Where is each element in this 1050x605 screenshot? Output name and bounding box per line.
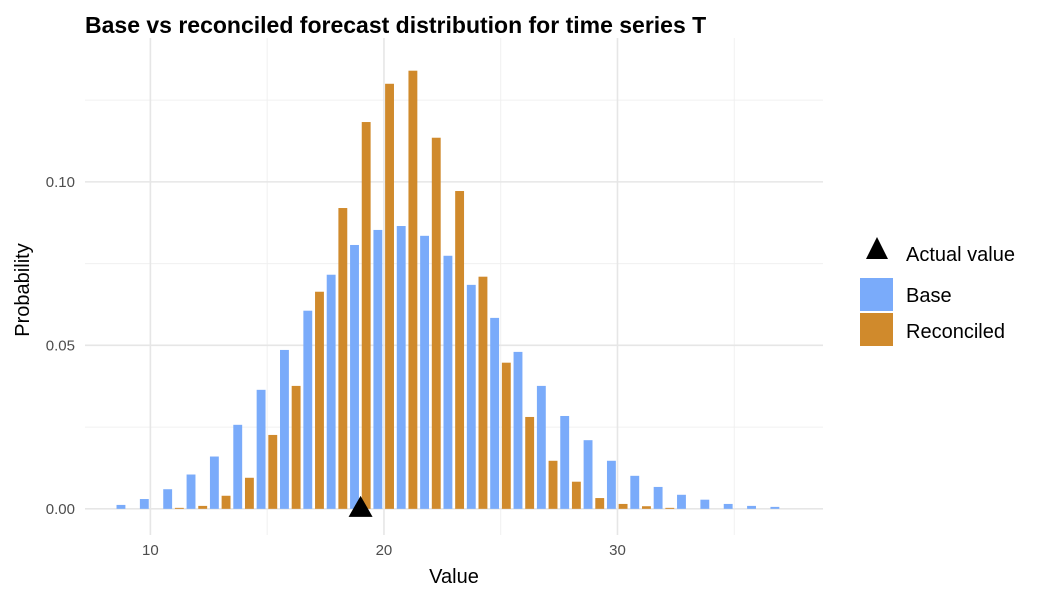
bar-base <box>233 424 243 509</box>
bar-base <box>536 385 546 509</box>
bar-reconciled <box>408 70 418 509</box>
bar-reconciled <box>525 416 535 509</box>
bar-reconciled <box>642 506 651 509</box>
bar-base <box>466 284 476 509</box>
x-tick-label: 20 <box>376 542 393 559</box>
bar-base <box>373 229 383 509</box>
bar-base <box>443 255 453 509</box>
bar-reconciled <box>501 362 511 509</box>
bar-reconciled <box>455 191 465 509</box>
bar-base <box>606 460 616 509</box>
bar-base <box>583 440 593 509</box>
bar-reconciled <box>478 276 488 509</box>
bar-reconciled <box>244 477 254 509</box>
bar-reconciled <box>595 498 605 509</box>
legend-label-base: Base <box>906 285 952 307</box>
bar-base <box>116 504 126 509</box>
bar-base <box>560 415 570 509</box>
bar-base <box>280 349 289 509</box>
bar-base <box>723 503 733 509</box>
y-axis-label: Probability <box>12 243 34 336</box>
legend-label-actual: Actual value <box>906 244 1015 266</box>
bar-base <box>186 474 196 509</box>
bar-base <box>700 499 710 509</box>
x-tick-label: 10 <box>142 542 159 559</box>
bar-base <box>350 244 359 509</box>
bar-reconciled <box>618 503 628 509</box>
bar-reconciled <box>174 507 184 509</box>
bar-base <box>677 494 686 509</box>
bar-reconciled <box>385 83 394 509</box>
bar-reconciled <box>665 507 675 509</box>
bar-base <box>326 274 336 509</box>
bar-base <box>490 317 500 509</box>
bar-base <box>209 456 219 509</box>
bar-reconciled <box>548 460 558 509</box>
bar-base <box>513 351 523 509</box>
bar-base <box>653 486 663 509</box>
y-tick-label: 0.10 <box>46 174 75 191</box>
bar-base <box>303 310 313 509</box>
bar-reconciled <box>338 208 348 509</box>
bar-reconciled <box>571 481 581 509</box>
bar-reconciled <box>291 385 301 509</box>
bar-reconciled <box>315 291 324 509</box>
bar-base <box>770 506 780 509</box>
bar-reconciled <box>268 434 278 509</box>
y-tick-label: 0.00 <box>46 501 75 518</box>
bar-base <box>256 389 266 509</box>
legend-swatch-base <box>860 278 893 311</box>
bar-base <box>420 235 430 509</box>
actual-value-marker <box>348 495 373 517</box>
bar-reconciled <box>198 505 208 509</box>
bar-reconciled <box>221 495 231 509</box>
chart-title: Base vs reconciled forecast distribution… <box>85 12 706 38</box>
bar-base <box>163 489 173 509</box>
legend-label-reconciled: Reconciled <box>906 321 1005 343</box>
legend: Actual value Base Reconciled <box>860 237 1015 346</box>
x-axis-label: Value <box>429 566 479 588</box>
y-tick-label: 0.05 <box>46 337 75 354</box>
legend-swatch-reconciled <box>860 313 893 346</box>
bar-base <box>139 499 149 509</box>
x-tick-label: 30 <box>609 542 626 559</box>
bar-reconciled <box>361 122 371 509</box>
bar-base <box>396 226 406 509</box>
bar-reconciled <box>431 137 441 509</box>
bar-base <box>630 475 640 509</box>
bar-base <box>747 505 756 509</box>
legend-triangle-icon <box>866 237 888 259</box>
